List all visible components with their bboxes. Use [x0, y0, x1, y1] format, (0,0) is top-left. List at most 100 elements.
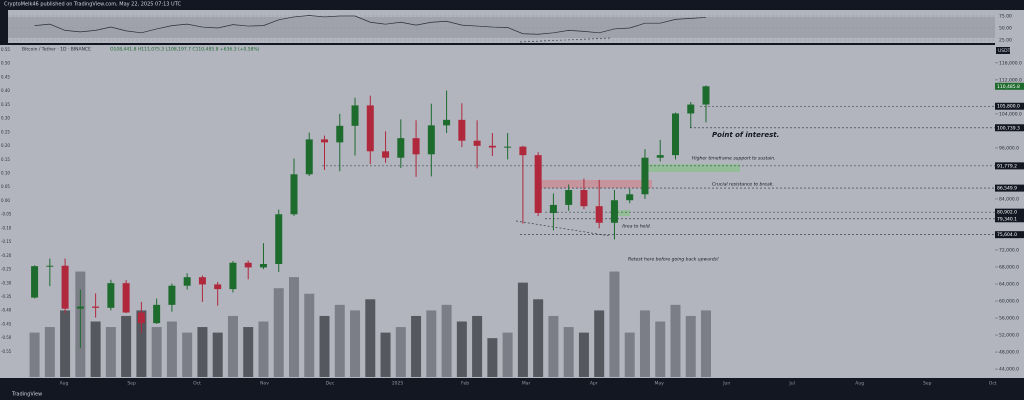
volume-bar — [365, 299, 376, 377]
y2-tick-label: 0.30 — [1, 116, 10, 121]
candle-body — [641, 157, 649, 195]
volume-bar — [212, 332, 223, 377]
y2-tick-label: 0.15 — [1, 157, 10, 162]
x-tick-label: Dec — [326, 381, 335, 387]
annotation: Area to hold. — [621, 224, 651, 230]
volume-bar — [655, 321, 666, 377]
level-label: 79,340.1 — [997, 216, 1017, 222]
x-tick-label: Mar — [522, 381, 531, 387]
y-tick-label: 56,000.0 — [999, 316, 1019, 322]
symbol: Bitcoin / Tether · 1D · BINANCE — [22, 47, 91, 53]
resistance-zone — [540, 180, 652, 188]
candle-body — [275, 214, 283, 265]
candle-body — [473, 140, 481, 146]
candle-body — [427, 125, 435, 155]
y2-tick-label: 0.20 — [1, 143, 10, 148]
volume-bar — [90, 321, 101, 377]
volume-bar — [411, 315, 422, 377]
candle-body — [137, 312, 145, 324]
y2-tick-label: 0.25 — [1, 129, 10, 134]
annotation: Point of interest. — [712, 131, 779, 139]
y2-tick-label: -0.15 — [1, 239, 12, 244]
candle-body — [351, 105, 359, 126]
candle-body — [687, 104, 695, 114]
candle-body — [61, 265, 69, 309]
y-tick-label: 60,000.0 — [999, 299, 1019, 305]
x-tick-label: Jun — [722, 381, 730, 387]
volume-bar — [548, 315, 559, 377]
volume-bar — [456, 321, 467, 377]
level-box — [995, 184, 1024, 192]
level-label: 75,604.0 — [997, 232, 1017, 238]
volume-bar — [441, 304, 452, 377]
candle-body — [565, 190, 573, 205]
x-tick-label: Jul — [788, 381, 794, 387]
candle-body — [168, 285, 176, 305]
volume-bar — [319, 315, 330, 377]
y2-tick-label: 0.45 — [1, 74, 10, 79]
candle-body — [336, 125, 344, 143]
y2-tick-label: -0.30 — [1, 280, 12, 285]
volume-bar — [273, 288, 284, 377]
volume-bar — [502, 332, 513, 377]
volume-bar — [60, 310, 71, 377]
currency: USDT — [998, 48, 1011, 54]
level-label: 105,800.0 — [997, 104, 1020, 110]
x-tick-label: Feb — [461, 381, 469, 387]
hold-zone — [612, 210, 630, 216]
rsi-tick-label: 50.00 — [999, 26, 1012, 32]
candle-body — [305, 139, 313, 175]
level-box — [995, 102, 1024, 110]
level-label: 110,485.8 — [997, 84, 1020, 90]
x-tick-label: May — [654, 381, 664, 387]
candle-body — [412, 138, 420, 155]
candle-body — [122, 283, 130, 313]
y-tick-label: 104,000.0 — [999, 111, 1022, 117]
candle-body — [46, 265, 54, 267]
volume-bar — [533, 299, 544, 377]
y2-tick-label: 0.50 — [1, 61, 10, 66]
volume-bar — [334, 304, 345, 377]
y2-tick-label: -0.45 — [1, 321, 12, 326]
level-box — [995, 124, 1024, 132]
publisher: CryptoMelk46 published on TradingView.co… — [4, 2, 181, 8]
y-tick-label: 72,000.0 — [999, 247, 1019, 253]
candle-body — [107, 283, 115, 308]
y2-tick-label: -0.55 — [1, 349, 12, 354]
volume-bar — [380, 332, 391, 377]
left-axis — [0, 45, 8, 378]
candle-body — [671, 113, 679, 156]
candle-body — [259, 264, 267, 268]
candle-body — [488, 145, 496, 148]
volume-bar — [578, 332, 589, 377]
volume-bar — [304, 293, 315, 377]
candle-body — [321, 139, 329, 143]
rsi-tick-label: 75.00 — [999, 14, 1012, 20]
volume-bar — [44, 327, 55, 377]
level-box — [995, 231, 1024, 239]
x-tick-label: Sep — [923, 381, 932, 387]
level-label: 100,739.3 — [997, 125, 1020, 131]
candle-body — [198, 277, 206, 285]
y-tick-label: 68,000.0 — [999, 265, 1019, 271]
volume-bar — [136, 310, 147, 377]
candle-body — [504, 146, 512, 148]
candle-body — [229, 262, 237, 290]
candle-body — [214, 284, 222, 290]
volume-bar — [670, 304, 681, 377]
volume-bar — [624, 332, 635, 377]
y-tick-label: 84,000.0 — [999, 196, 1019, 202]
volume-bar — [685, 315, 696, 377]
candle-body — [290, 174, 298, 215]
candle-body — [31, 266, 39, 298]
level-box — [995, 208, 1024, 216]
y2-tick-label: -0.20 — [1, 253, 12, 258]
volume-bar — [166, 321, 177, 377]
volume-bar — [639, 310, 650, 377]
volume-bar — [426, 310, 437, 377]
volume-bar — [395, 327, 406, 377]
volume-bar — [701, 310, 712, 377]
x-tick-label: Sep — [127, 381, 136, 387]
y-tick-label: 64,000.0 — [999, 282, 1019, 288]
